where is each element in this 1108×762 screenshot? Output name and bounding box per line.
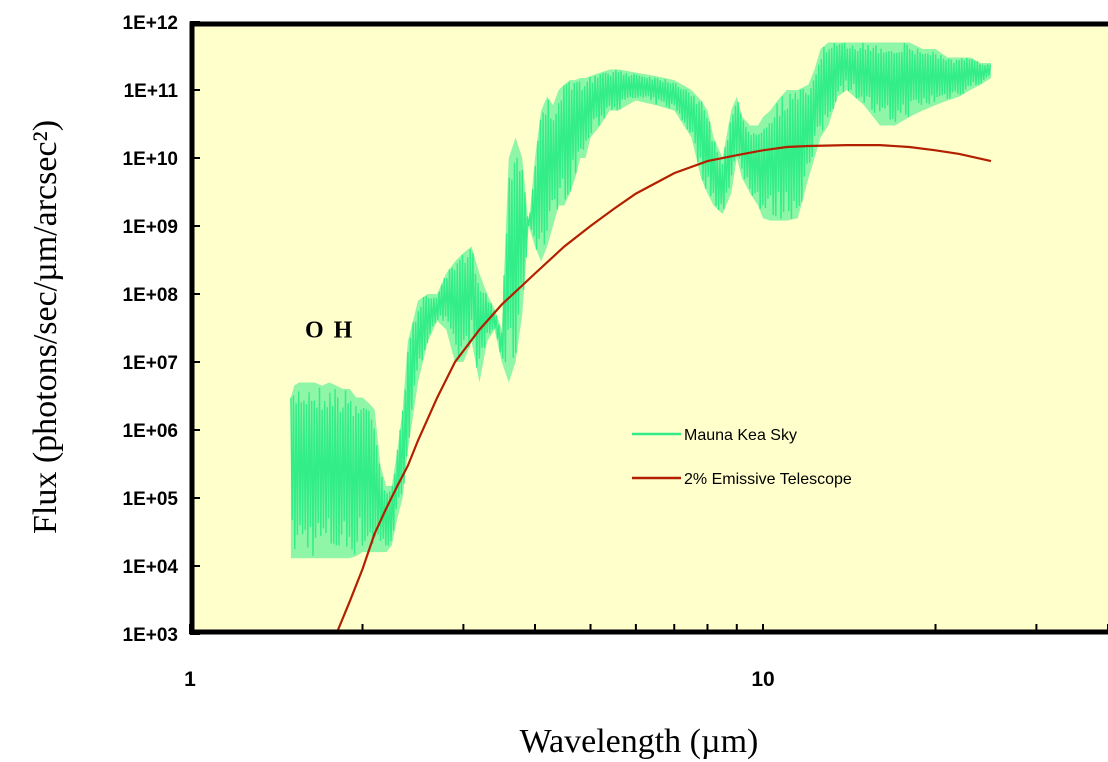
x-tick-label: 1 — [184, 668, 196, 691]
y-axis: 1E+03 1E+04 1E+05 1E+06 1E+07 1E+08 1E+09 1E+10… — [123, 13, 200, 646]
plot-frame — [189, 21, 1108, 635]
series-0 — [290, 42, 992, 559]
y-axis-title: Flux (photons/sec/µm/arcsec²) — [27, 120, 64, 534]
y-tick-label: 1E+11 — [124, 81, 179, 102]
series-layer — [290, 42, 992, 635]
sky-spectrum-line — [290, 42, 991, 556]
telescope-line — [335, 144, 992, 635]
y-tick-label: 1E+09 — [123, 217, 178, 238]
y-tick-label: 1E+06 — [123, 421, 178, 442]
y-tick-label: 1E+05 — [123, 489, 179, 510]
legend-label: 2% Emissive Telescope — [684, 471, 852, 488]
oh-annotation: O H — [305, 318, 354, 344]
y-tick-label: 1E+10 — [123, 149, 178, 170]
y-tick-label: 1E+03 — [123, 625, 178, 646]
y-tick-label: 1E+12 — [123, 13, 178, 34]
y-tick-label: 1E+08 — [123, 285, 178, 306]
x-axis-title: Wavelength (µm) — [520, 723, 759, 760]
x-tick-label: 10 — [751, 668, 774, 691]
y-tick-label: 1E+04 — [123, 557, 179, 578]
legend-label: Mauna Kea Sky — [684, 427, 797, 444]
legend: Mauna Kea Sky 2% Emissive Telescope — [632, 427, 852, 488]
series-1 — [335, 144, 992, 635]
y-tick-label: 1E+07 — [123, 353, 178, 374]
